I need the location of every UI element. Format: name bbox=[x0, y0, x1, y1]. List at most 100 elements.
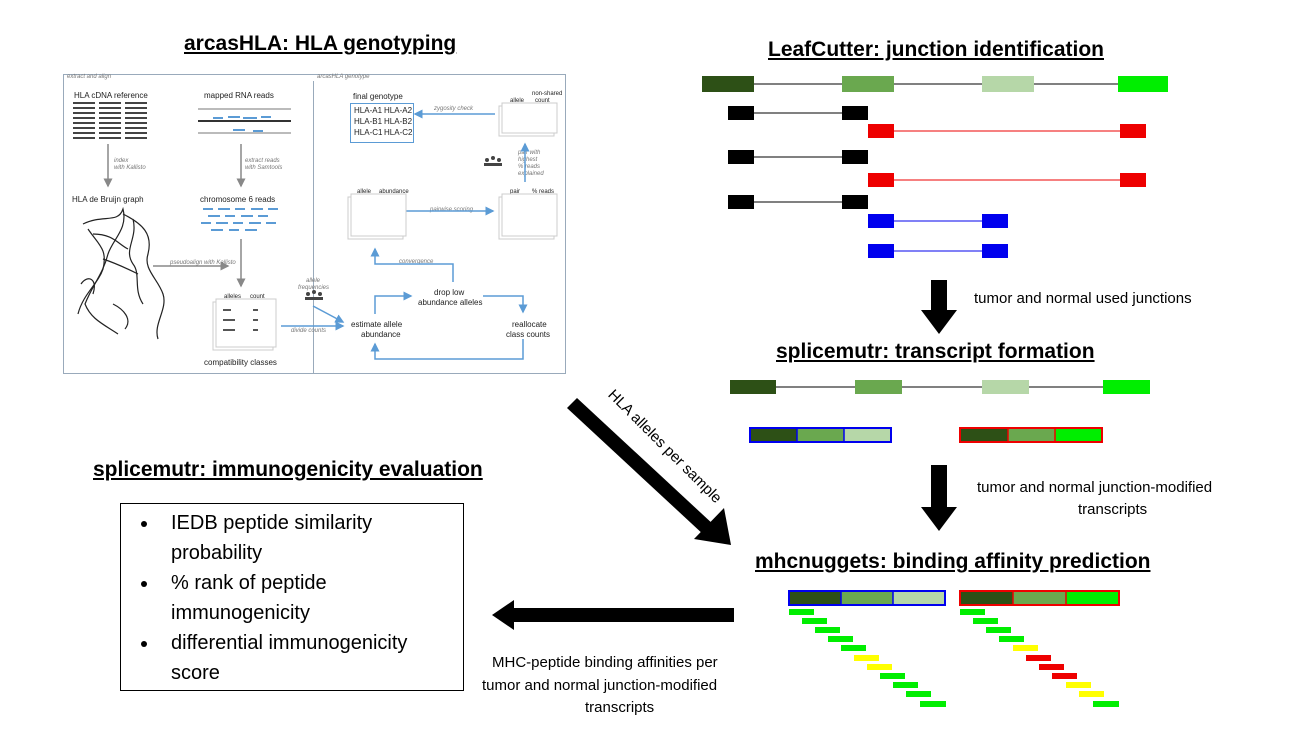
divide-counts-label: divide counts bbox=[291, 328, 327, 334]
junction-exon bbox=[1120, 124, 1146, 138]
junction-exon bbox=[868, 214, 894, 228]
exon bbox=[982, 380, 1029, 394]
extract-reads-label: extract reads bbox=[245, 158, 280, 164]
genotype-entry: HLA-B1 bbox=[354, 117, 383, 126]
genotype-entry: HLA-C1 bbox=[354, 128, 383, 137]
chr6-label: chromosome 6 reads bbox=[200, 195, 276, 204]
with-samtools-label: with Samtools bbox=[245, 165, 283, 171]
junction-exon bbox=[868, 244, 894, 258]
tumor-transcript bbox=[959, 590, 1120, 606]
mapped-reads-label: mapped RNA reads bbox=[204, 91, 274, 100]
with-kallisto-label: with Kallisto bbox=[114, 165, 146, 171]
junction-exon bbox=[842, 195, 868, 209]
pair-header: pair bbox=[510, 189, 521, 195]
de-bruijn-label: HLA de Bruijn graph bbox=[72, 195, 144, 204]
leafcutter-title: LeafCutter: junction identification bbox=[768, 38, 1104, 61]
chr6-reads-icon bbox=[201, 208, 278, 231]
allele-freq-label-1: allele bbox=[306, 278, 321, 284]
splicemutr-transcript-title: splicemutr: transcript formation bbox=[776, 340, 1095, 363]
exon bbox=[982, 76, 1034, 92]
index-label: index bbox=[114, 158, 129, 164]
final-genotype-label: final genotype bbox=[353, 92, 403, 101]
junction-exon bbox=[868, 124, 894, 138]
down-arrow-icon bbox=[921, 465, 957, 531]
abundance-header: abundance bbox=[379, 189, 409, 195]
arcashla-title: arcasHLA: HLA genotyping bbox=[184, 32, 457, 55]
genotype-entry: HLA-C2 bbox=[384, 128, 413, 137]
junction-exon bbox=[728, 106, 754, 120]
allele-freq-label-2: frequencies bbox=[298, 285, 330, 291]
junction-exon bbox=[982, 214, 1008, 228]
non-shared-table-icon bbox=[498, 102, 558, 137]
mapped-reads-icon bbox=[198, 108, 291, 134]
down-arrow-icon bbox=[921, 280, 957, 334]
drop-label-2: abundance alleles bbox=[418, 298, 483, 307]
mhc-label-3: transcripts bbox=[585, 699, 655, 716]
people-icon bbox=[484, 156, 502, 166]
realloc-label-1: reallocate bbox=[512, 320, 547, 329]
genotype-entry: HLA-A2 bbox=[384, 106, 413, 115]
allele-header-2: allele bbox=[510, 98, 525, 104]
normal-transcript bbox=[749, 427, 892, 443]
alleles-header: alleles bbox=[224, 294, 242, 300]
junction-exon bbox=[842, 106, 868, 120]
compatibility-table-icon bbox=[212, 298, 277, 351]
estimate-label-2: abundance bbox=[361, 330, 401, 339]
exon bbox=[1118, 76, 1168, 92]
tumor-peptide-ladder bbox=[960, 609, 1119, 707]
convergence-label: convergence bbox=[399, 259, 434, 265]
exon bbox=[730, 380, 776, 394]
pct-reads-header: % reads bbox=[532, 189, 555, 195]
cdna-ref-label: HLA cDNA reference bbox=[74, 91, 148, 100]
pair-with-label-3: % reads bbox=[518, 164, 541, 170]
junction-exon bbox=[728, 150, 754, 164]
splicemutr-immunogenicity-title: splicemutr: immunogenicity evaluation bbox=[93, 458, 483, 481]
left-arrow-icon bbox=[492, 600, 734, 630]
people-icon bbox=[305, 290, 323, 300]
genotype-entry: HLA-A1 bbox=[354, 106, 383, 115]
section-arcas-genotype: arcasHLA genotype bbox=[317, 74, 370, 80]
exon bbox=[1103, 380, 1150, 394]
pair-with-label-4: explained bbox=[518, 171, 544, 177]
bullet-item: % rank of peptide immunogenicity bbox=[159, 568, 455, 628]
estimate-label-1: estimate allele bbox=[351, 320, 403, 329]
used-junctions-label: tumor and normal used junctions bbox=[974, 290, 1192, 307]
cdna-reference-icon bbox=[73, 102, 147, 139]
immunogenicity-metrics-box: IEDB peptide similarity probability % ra… bbox=[120, 503, 464, 691]
junction-exon bbox=[868, 173, 894, 187]
mhcnuggets-peptides bbox=[788, 590, 1120, 707]
diagonal-arrow-icon bbox=[567, 398, 731, 545]
mhcnuggets-title: mhcnuggets: binding affinity prediction bbox=[755, 550, 1151, 573]
junction-exon bbox=[842, 150, 868, 164]
realloc-label-2: class counts bbox=[506, 330, 551, 339]
count-header: count bbox=[250, 294, 265, 300]
normal-peptide-ladder bbox=[789, 609, 946, 707]
normal-transcript bbox=[788, 590, 946, 606]
pair-reads-table-icon bbox=[498, 193, 558, 240]
genotype-entry: HLA-B2 bbox=[384, 117, 413, 126]
pair-with-label-2: highest bbox=[518, 157, 538, 163]
final-genotype-box: HLA-A1 HLA-A2 HLA-B1 HLA-B2 HLA-C1 HLA-C… bbox=[350, 103, 414, 143]
exon bbox=[702, 76, 754, 92]
pseudoalign-label: pseudoalign with Kallisto bbox=[170, 260, 236, 266]
exon bbox=[842, 76, 894, 92]
pair-with-label-1: pair with bbox=[518, 150, 541, 156]
compat-label: compatibility classes bbox=[204, 358, 277, 367]
non-shared-label-2: count bbox=[535, 98, 550, 104]
de-bruijn-graph-icon bbox=[77, 206, 165, 340]
exon bbox=[855, 380, 902, 394]
mhc-label-2: tumor and normal junction-modified bbox=[482, 677, 718, 694]
bullet-item: differential immunogenicity score bbox=[159, 628, 455, 688]
modified-transcripts-label-2: transcripts bbox=[1078, 501, 1148, 518]
junction-exon bbox=[728, 195, 754, 209]
junction-exon bbox=[982, 244, 1008, 258]
allele-abundance-table-icon bbox=[347, 193, 407, 240]
section-extract-align: extract and align bbox=[67, 74, 112, 80]
drop-label-1: drop low bbox=[434, 288, 465, 297]
non-shared-label-1: non-shared bbox=[532, 91, 563, 97]
tumor-transcript bbox=[959, 427, 1103, 443]
allele-header: allele bbox=[357, 189, 372, 195]
leafcutter-junctions bbox=[702, 76, 1168, 258]
panel-divider bbox=[313, 81, 314, 373]
